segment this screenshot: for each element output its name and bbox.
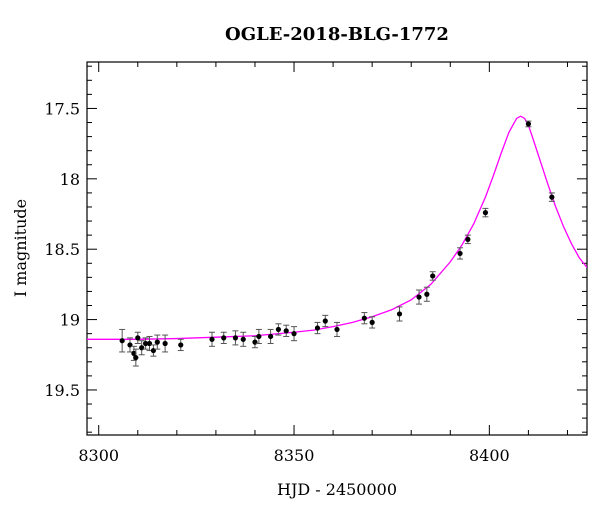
data-point [221, 335, 227, 341]
x-tick-label: 8400 [469, 446, 510, 465]
data-point [369, 319, 375, 325]
data-point [283, 328, 289, 334]
tick-labels: 8300 8350 8400 17.5 18 18.5 19 19.5 [44, 99, 509, 465]
data-point [135, 335, 141, 341]
data-point [232, 335, 239, 341]
y-tick-label: 19 [60, 311, 80, 330]
data-point [119, 338, 125, 344]
data-point [482, 210, 489, 216]
x-tick-label: 8300 [78, 446, 119, 465]
y-axis-label: I magnitude [11, 199, 30, 297]
data-point [131, 350, 137, 356]
plot-frame [86, 61, 588, 436]
data-point [291, 331, 297, 337]
data-point [334, 326, 340, 333]
data-point [240, 336, 246, 342]
data-point [416, 294, 422, 300]
model-curve-layer [87, 115, 587, 340]
data-point [178, 342, 184, 348]
data-point [322, 318, 328, 324]
chart-title: OGLE-2018-BLG-1772 [225, 24, 449, 45]
x-tick-label: 8350 [274, 446, 315, 465]
y-tick-label: 17.5 [44, 99, 80, 118]
data-points-layer [119, 120, 555, 367]
data-point [142, 340, 149, 347]
data-point [275, 326, 282, 333]
data-point [549, 194, 555, 200]
data-point [209, 336, 215, 342]
y-tick-label: 18.5 [44, 240, 80, 259]
data-point [267, 333, 274, 340]
data-point [361, 315, 367, 321]
data-point [162, 340, 168, 347]
y-tick-label: 18 [60, 170, 80, 189]
data-point [525, 121, 532, 127]
data-point [256, 333, 262, 340]
data-point [154, 339, 160, 345]
data-point [424, 291, 430, 297]
y-tick-label: 19.5 [44, 381, 80, 400]
data-point [465, 236, 471, 242]
data-point [430, 273, 436, 279]
data-point [457, 250, 463, 257]
x-axis-label: HJD - 2450000 [277, 480, 397, 499]
model-curve [87, 115, 587, 340]
data-point [133, 354, 139, 361]
axis-ticks [87, 62, 587, 435]
data-point [396, 311, 403, 317]
data-point [314, 325, 321, 331]
